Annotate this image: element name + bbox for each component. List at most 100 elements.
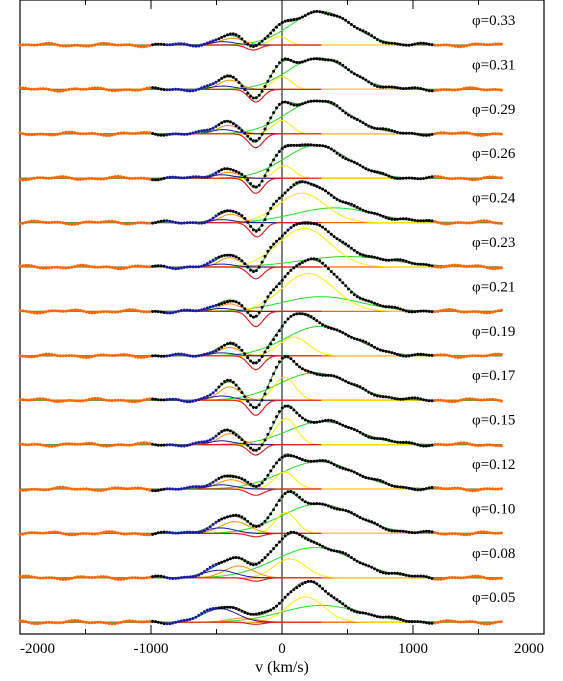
observed-point — [404, 87, 408, 90]
observed-point — [318, 321, 322, 325]
observed-point — [47, 221, 51, 225]
observed-point — [61, 578, 65, 581]
observed-point — [142, 265, 146, 268]
observed-point — [41, 176, 45, 180]
observed-point — [174, 443, 178, 447]
observed-point — [364, 388, 368, 392]
observed-point — [275, 604, 278, 608]
observed-point — [324, 227, 327, 231]
observed-point — [332, 59, 336, 63]
observed-point — [84, 398, 88, 402]
observed-point — [404, 43, 408, 47]
observed-point — [102, 177, 106, 181]
observed-point — [165, 354, 169, 358]
observed-point — [277, 410, 281, 414]
observed-point — [116, 267, 120, 271]
observed-point — [185, 486, 189, 490]
observed-point — [494, 398, 497, 402]
observed-point — [171, 266, 175, 270]
observed-point — [44, 266, 48, 270]
observed-point — [306, 419, 310, 423]
observed-point — [387, 350, 391, 354]
observed-point — [257, 447, 261, 450]
observed-point — [358, 473, 362, 477]
observed-point — [488, 311, 492, 315]
observed-point — [462, 533, 466, 537]
observed-point — [240, 348, 244, 352]
observed-point — [142, 533, 146, 537]
observed-point — [358, 430, 362, 434]
observed-point — [133, 44, 137, 48]
observed-point — [430, 353, 434, 357]
observed-point — [373, 126, 376, 130]
observed-point — [226, 605, 229, 609]
observed-point — [76, 222, 80, 226]
observed-point — [67, 222, 71, 226]
observed-point — [358, 163, 362, 167]
observed-point — [182, 88, 186, 92]
observed-point — [439, 309, 443, 313]
observed-point — [445, 443, 448, 447]
observed-point — [499, 620, 503, 624]
observed-point — [393, 85, 397, 89]
observed-point — [93, 220, 97, 224]
observed-point — [30, 87, 33, 91]
observed-point — [67, 354, 71, 358]
observed-point — [142, 221, 146, 225]
observed-point — [202, 129, 206, 132]
observed-point — [128, 131, 131, 135]
observed-point — [125, 176, 129, 180]
observed-point — [231, 431, 235, 435]
observed-point — [496, 176, 500, 180]
observed-point — [249, 314, 253, 318]
observed-point — [361, 517, 365, 521]
observed-point — [453, 486, 457, 490]
observed-point — [413, 132, 417, 136]
observed-point — [197, 309, 201, 312]
observed-point — [93, 311, 97, 315]
observed-point — [171, 443, 175, 447]
observed-point — [254, 448, 258, 452]
observed-point — [387, 174, 391, 178]
observed-point — [375, 212, 379, 216]
observed-point — [491, 487, 495, 491]
observed-point — [30, 177, 33, 181]
observed-point — [58, 531, 62, 535]
observed-point — [329, 326, 333, 330]
observed-point — [289, 314, 293, 318]
observed-point — [200, 440, 204, 444]
observed-point — [422, 133, 425, 137]
observed-point — [355, 337, 359, 341]
observed-point — [453, 221, 457, 225]
observed-point — [439, 577, 443, 581]
observed-point — [220, 345, 224, 349]
observed-point — [424, 487, 428, 491]
observed-point — [479, 398, 483, 402]
observed-point — [156, 398, 160, 402]
observed-point — [260, 39, 264, 43]
observed-point — [367, 80, 371, 84]
observed-point — [165, 133, 169, 137]
observed-point — [295, 411, 299, 415]
observed-point — [53, 176, 57, 180]
observed-point — [197, 87, 201, 91]
observed-point — [90, 44, 94, 48]
observed-point — [35, 176, 39, 180]
observed-point — [410, 218, 414, 222]
observed-point — [491, 531, 495, 535]
observed-point — [456, 356, 460, 359]
observed-point — [286, 532, 290, 535]
observed-point — [419, 262, 423, 266]
observed-point — [122, 532, 126, 536]
observed-point — [468, 43, 472, 47]
observed-point — [125, 487, 129, 491]
observed-point — [119, 620, 123, 624]
observed-point — [70, 576, 74, 580]
observed-point — [87, 575, 91, 579]
observed-point — [306, 221, 310, 225]
observed-point — [185, 618, 189, 622]
observed-point — [174, 221, 178, 224]
observed-point — [453, 442, 457, 446]
observed-point — [292, 103, 296, 107]
observed-point — [81, 177, 85, 181]
